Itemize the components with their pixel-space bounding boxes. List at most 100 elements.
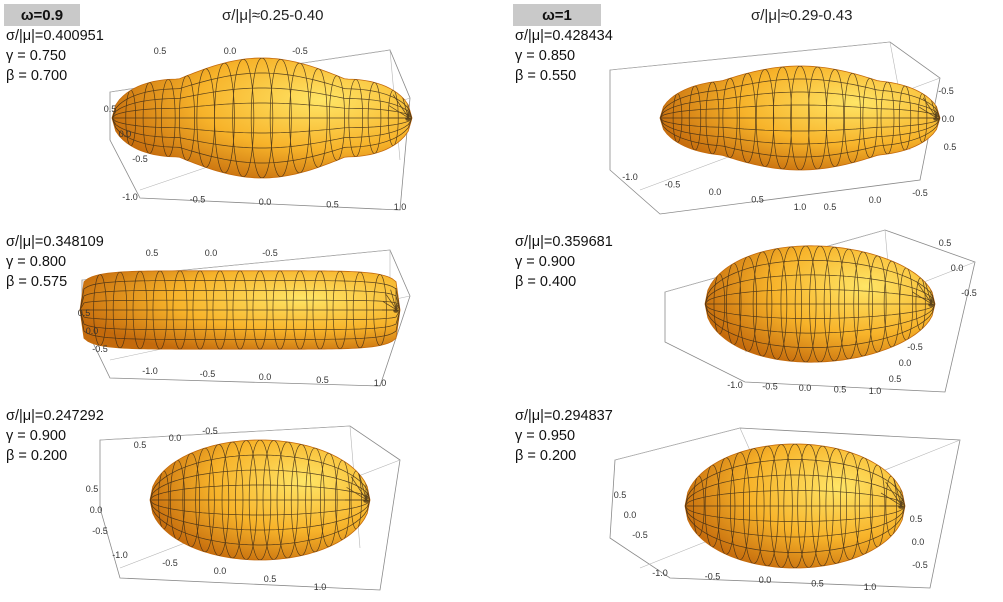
tick-label-z: 0.0 [951, 263, 964, 273]
tick-label-x: 0.5 [751, 195, 764, 205]
tick-label-y: 0.0 [899, 358, 912, 368]
tick-label-y: -0.5 [262, 248, 278, 258]
tick-label-y: -0.5 [202, 426, 218, 436]
tick-label-z: -0.5 [92, 526, 108, 536]
gamma-value: γ = 0.900 [515, 254, 576, 270]
tick-label-y: -0.5 [912, 188, 928, 198]
tick-label-z: 0.0 [912, 537, 925, 547]
tick-label-x: 0.5 [811, 579, 824, 589]
sigma-ratio: σ/|μ|=0.428434 [515, 28, 613, 44]
tick-label-x: -0.5 [665, 180, 681, 190]
tick-label-z: 0.5 [78, 308, 91, 318]
omega-label: ω=1 [513, 4, 601, 26]
tick-label-y: 0.0 [624, 510, 637, 520]
tick-label-x: 0.5 [264, 574, 277, 584]
beta-value: β = 0.575 [6, 274, 68, 290]
pole-line [392, 94, 411, 121]
tick-label-y: 0.0 [169, 433, 182, 443]
panel-params: σ/|μ|=0.247292 γ = 0.900 β = 0.200 [6, 406, 104, 466]
tick-label-y: -0.5 [632, 530, 648, 540]
beta-value: β = 0.400 [515, 274, 577, 290]
tick-label-x: -1.0 [142, 366, 158, 376]
tick-label-z: 0.5 [86, 484, 99, 494]
tick-label-x: -1.0 [652, 568, 668, 578]
tick-label-x: 1.0 [864, 582, 877, 592]
tick-label-y: 0.0 [869, 195, 882, 205]
tick-label-z: 0.5 [939, 238, 952, 248]
tick-label-x: 0.5 [316, 375, 329, 385]
tick-label-z: 0.0 [119, 129, 132, 139]
range-label: σ/|μ|≈0.29-0.43 [751, 6, 853, 24]
shape-plot-omega-1-3: -1.0 -0.5 0.0 0.5 1.0 0.5 0.0 -0.5 0.5 0.0 -0.5 [609, 427, 961, 592]
tick-label-z: -0.5 [92, 344, 108, 354]
range-label: σ/|μ|≈0.25-0.40 [222, 6, 324, 24]
beta-value: β = 0.200 [515, 448, 577, 464]
panel-params: σ/|μ|=0.294837 γ = 0.950 β = 0.200 [515, 406, 613, 466]
tick-label-x: 0.0 [259, 372, 272, 382]
shape-plot-omega-0.9-1: -1.0 -0.5 0.0 0.5 1.0 0.5 0.0 -0.5 0.5 0.0 -0.5 [104, 46, 413, 212]
surface-mesh [705, 245, 935, 363]
tick-label-x: 1.0 [394, 202, 407, 212]
tick-label-z: -0.5 [961, 288, 977, 298]
shape-plot-omega-0.9-2: -1.0 -0.5 0.0 0.5 1.0 0.5 0.0 -0.5 0.5 0.0 -0.5 [78, 248, 411, 388]
tick-label-x: 0.0 [759, 575, 772, 585]
pole-line [933, 97, 940, 121]
tick-label-z: -0.5 [912, 560, 928, 570]
pole-line [898, 481, 905, 509]
pole-line [898, 492, 905, 508]
pole-line [928, 291, 935, 306]
shape-plot-omega-1-2: -1.0 -0.5 0.0 0.5 1.0 0.5 0.0 -0.5 0.5 0.0 -0.5 [664, 229, 977, 396]
pole-line [916, 281, 934, 307]
beta-value: β = 0.550 [515, 68, 577, 84]
panel-params: σ/|μ|=0.400951 γ = 0.750 β = 0.700 [6, 26, 104, 86]
box-edge [609, 41, 891, 71]
pole-line [350, 476, 369, 503]
pole-line [363, 487, 370, 502]
tick-label-x: 0.5 [326, 200, 339, 210]
gamma-value: γ = 0.800 [6, 254, 67, 270]
omega-label: ω=0.9 [4, 4, 80, 26]
tick-label-z: -0.5 [132, 154, 148, 164]
pole-line [892, 474, 903, 509]
tick-label-z: 0.0 [90, 505, 103, 515]
tick-label-y: 0.5 [614, 490, 627, 500]
tick-label-y: -0.5 [292, 46, 308, 56]
pole-line [346, 487, 369, 502]
panel-params: σ/|μ|=0.348109 γ = 0.800 β = 0.575 [6, 232, 104, 292]
pole-line [357, 469, 368, 503]
beta-value: β = 0.700 [6, 68, 68, 84]
tick-label-x: -1.0 [112, 550, 128, 560]
gamma-value: γ = 0.750 [6, 48, 67, 64]
sigma-ratio: σ/|μ|=0.359681 [515, 234, 613, 250]
tick-label-x: 1.0 [869, 386, 882, 396]
tick-label-y: 0.5 [146, 248, 159, 258]
sigma-ratio: σ/|μ|=0.400951 [6, 28, 104, 44]
tick-label-x: 1.0 [374, 378, 387, 388]
tick-label-x: -0.5 [190, 195, 206, 205]
tick-label-z: 0.0 [86, 326, 99, 336]
sigma-ratio: σ/|μ|=0.247292 [6, 408, 104, 424]
gamma-value: γ = 0.950 [515, 428, 576, 444]
tick-label-y: 0.0 [224, 46, 237, 56]
tick-label-x: -1.0 [727, 380, 743, 390]
tick-label-z: 0.5 [944, 142, 957, 152]
tick-label-x: -0.5 [162, 558, 178, 568]
tick-label-x: 0.5 [834, 385, 847, 395]
tick-label-z: -0.5 [938, 86, 954, 96]
sigma-ratio: σ/|μ|=0.294837 [515, 408, 613, 424]
tick-label-x: 0.0 [259, 197, 272, 207]
tick-label-y: 0.5 [134, 440, 147, 450]
pole-line [933, 106, 940, 120]
tick-label-y: 0.5 [824, 202, 837, 212]
pole-line [405, 94, 412, 121]
tick-label-z: 0.0 [942, 114, 955, 124]
tick-label-z: 0.5 [104, 104, 117, 114]
pole-line [880, 492, 904, 508]
pole-line [393, 301, 400, 312]
column-header-omega-0.9: ω=0.9 σ/|μ|≈0.25-0.40 [4, 4, 323, 26]
gamma-value: γ = 0.850 [515, 48, 576, 64]
pole-line [363, 476, 370, 503]
beta-value: β = 0.200 [6, 448, 68, 464]
tick-label-x: -0.5 [200, 369, 216, 379]
tick-label-x: 0.0 [214, 566, 227, 576]
